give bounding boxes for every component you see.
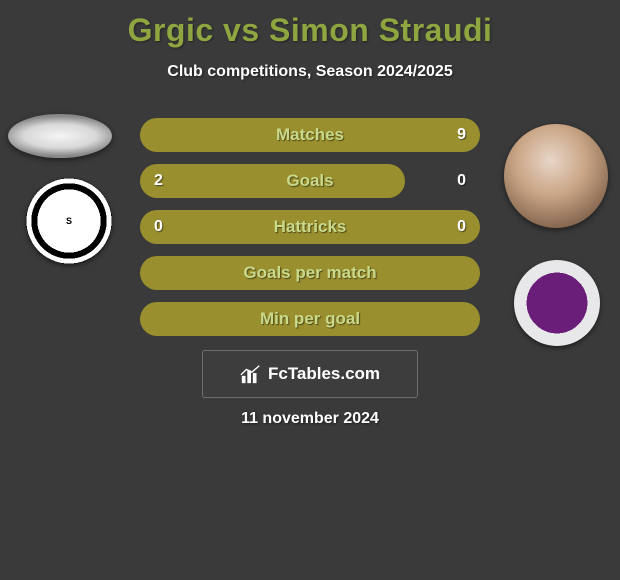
stat-label: Matches (140, 118, 480, 152)
stat-row: Hattricks0 0 (140, 210, 480, 244)
stat-value-left: 2 (140, 164, 177, 198)
stats-container: Matches9Goals20Hattricks00Goals per matc… (140, 118, 480, 348)
player-left-avatar (8, 114, 112, 158)
subtitle: Club competitions, Season 2024/2025 (0, 63, 620, 81)
stat-value-left: 0 (140, 210, 177, 244)
club-left-badge: S (26, 178, 112, 264)
date-label: 11 november 2024 (0, 410, 620, 428)
stat-value-right: 0 (443, 164, 480, 198)
stat-label: Goals (140, 164, 480, 198)
watermark: FcTables.com (202, 350, 418, 398)
page-title: Grgic vs Simon Straudi (0, 0, 620, 49)
stat-value-right: 0 (443, 210, 480, 244)
stat-row: Goals per match (140, 256, 480, 290)
stat-label: Min per goal (140, 302, 480, 336)
stat-row: Goals2 0 (140, 164, 480, 198)
stat-label: Hattricks (140, 210, 480, 244)
bar-chart-icon (240, 364, 262, 384)
stat-value-right: 9 (443, 118, 480, 152)
stat-label: Goals per match (140, 256, 480, 290)
stat-row: Matches9 (140, 118, 480, 152)
stat-row: Min per goal (140, 302, 480, 336)
club-left-label: S (26, 178, 112, 264)
club-right-badge (514, 260, 600, 346)
player-right-avatar (504, 124, 608, 228)
watermark-text: FcTables.com (268, 364, 380, 384)
